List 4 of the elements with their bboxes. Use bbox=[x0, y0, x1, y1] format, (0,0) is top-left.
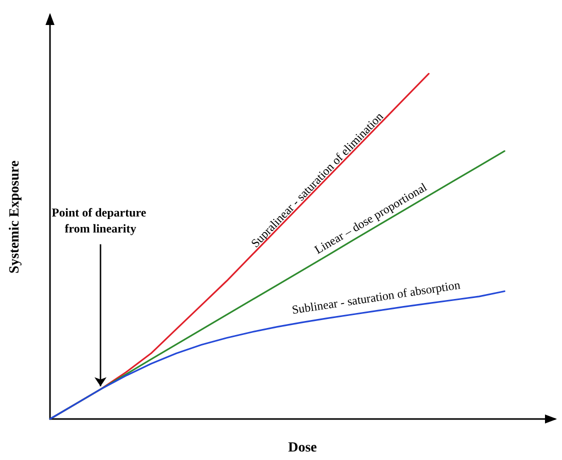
text: Sublinear - saturation of absorption bbox=[290, 278, 462, 317]
y-axis-title: Systemic Exposure bbox=[8, 160, 22, 274]
x-axis-title: Dose bbox=[288, 440, 317, 456]
annotation: Point of departure from linearity bbox=[52, 205, 150, 236]
